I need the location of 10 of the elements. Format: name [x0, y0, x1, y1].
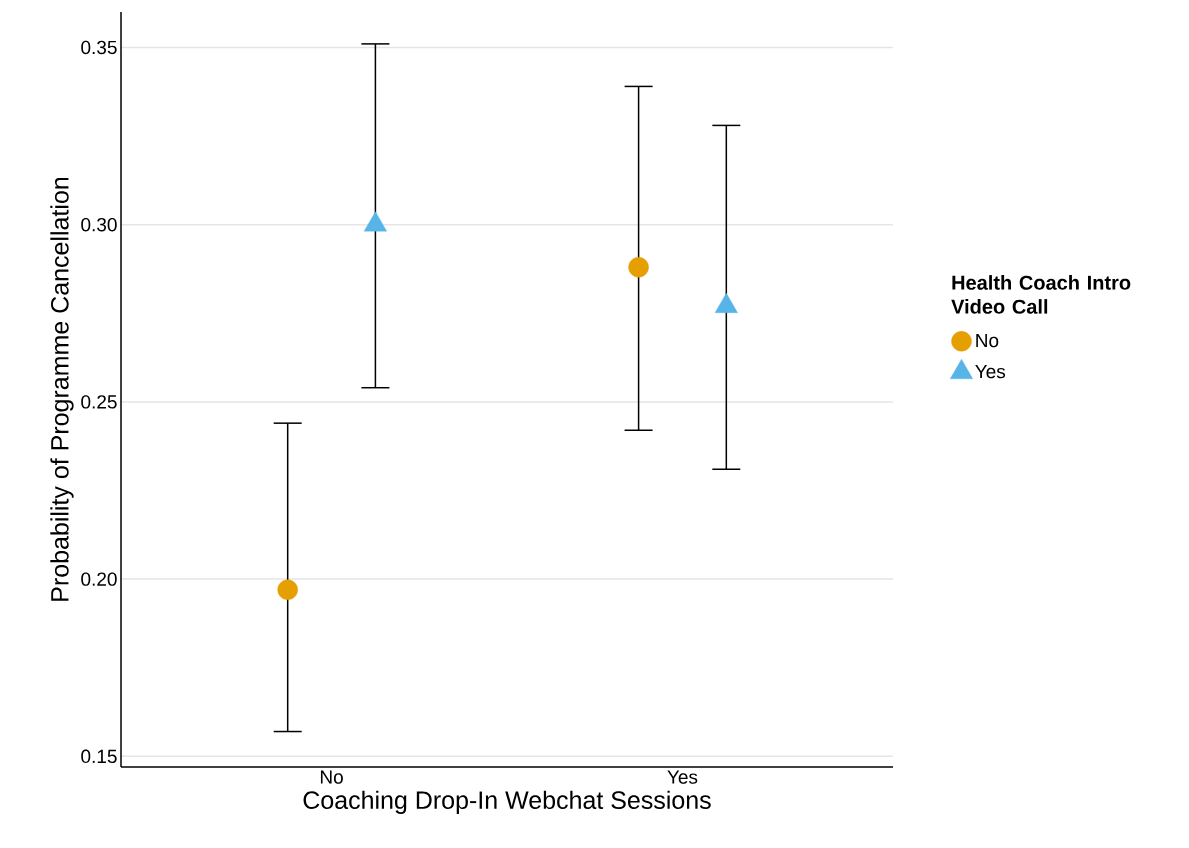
y-tick-label: 0.25: [81, 395, 117, 409]
legend-label: Yes: [975, 365, 1006, 379]
y-tick-label: 0.20: [81, 572, 117, 586]
legend-label: No: [976, 334, 999, 348]
y-tick-label: 0.30: [81, 217, 117, 232]
y-tick-label: 0.15: [81, 749, 117, 764]
y-tick-label: 0.35: [81, 40, 117, 55]
y-axis-title: Probability of Programme Cancellation: [50, 177, 74, 601]
x-axis-title: Coaching Drop-In Webchat Sessions: [303, 790, 711, 814]
legend-title: Health Coach Intro Video Call: [951, 275, 1131, 314]
